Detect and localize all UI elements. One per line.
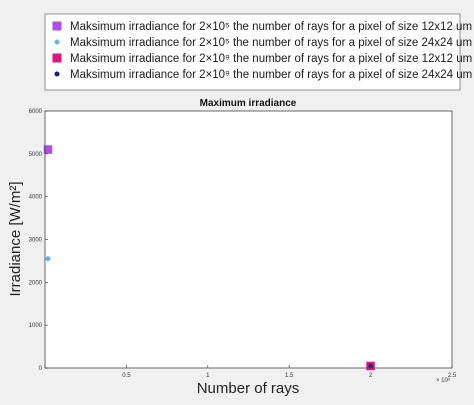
y-tick-label: 1000 [29, 323, 43, 329]
plot-area [45, 111, 452, 368]
legend-marker [52, 21, 62, 31]
legend-label: Maksimum irradiance for 2×10⁵ the number… [70, 37, 472, 49]
legend: Maksimum irradiance for 2×10⁵ the number… [52, 21, 472, 81]
x-tick-label: 2.5 [448, 373, 457, 379]
legend-label: Maksimum irradiance for 2×10⁹ the number… [70, 53, 472, 65]
y-axis-ticks: 0 1000 2000 3000 4000 5000 6000 [29, 109, 48, 372]
x-tick-label: 1.5 [285, 373, 294, 379]
legend-marker [52, 53, 62, 63]
data-point [45, 256, 51, 262]
legend-marker [54, 71, 60, 77]
legend-label: Maksimum irradiance for 2×10⁹ the number… [70, 69, 472, 81]
x-axis-exponent: × 10⁹ [436, 377, 451, 384]
x-tick-label: 0.5 [122, 373, 131, 379]
x-axis-label: Number of rays [197, 380, 300, 397]
legend-label: Maksimum irradiance for 2×10⁵ the number… [70, 21, 472, 33]
y-axis-label: Irradiance [W/m²] [7, 181, 24, 296]
x-tick-label: 1 [206, 373, 210, 379]
y-tick-label: 0 [39, 366, 43, 372]
x-tick-label: 2 [369, 373, 373, 379]
chart-title: Maximum irradiance [200, 98, 297, 109]
y-tick-label: 2000 [29, 280, 43, 286]
legend-box [44, 13, 461, 91]
y-tick-label: 6000 [29, 109, 43, 115]
y-tick-label: 4000 [29, 195, 43, 201]
y-tick-label: 3000 [29, 238, 43, 244]
y-tick-label: 5000 [29, 152, 43, 158]
data-point [43, 145, 53, 154]
x-axis-ticks: 0.5 1 1.5 2 2.5 [44, 365, 457, 379]
legend-marker [54, 39, 60, 45]
